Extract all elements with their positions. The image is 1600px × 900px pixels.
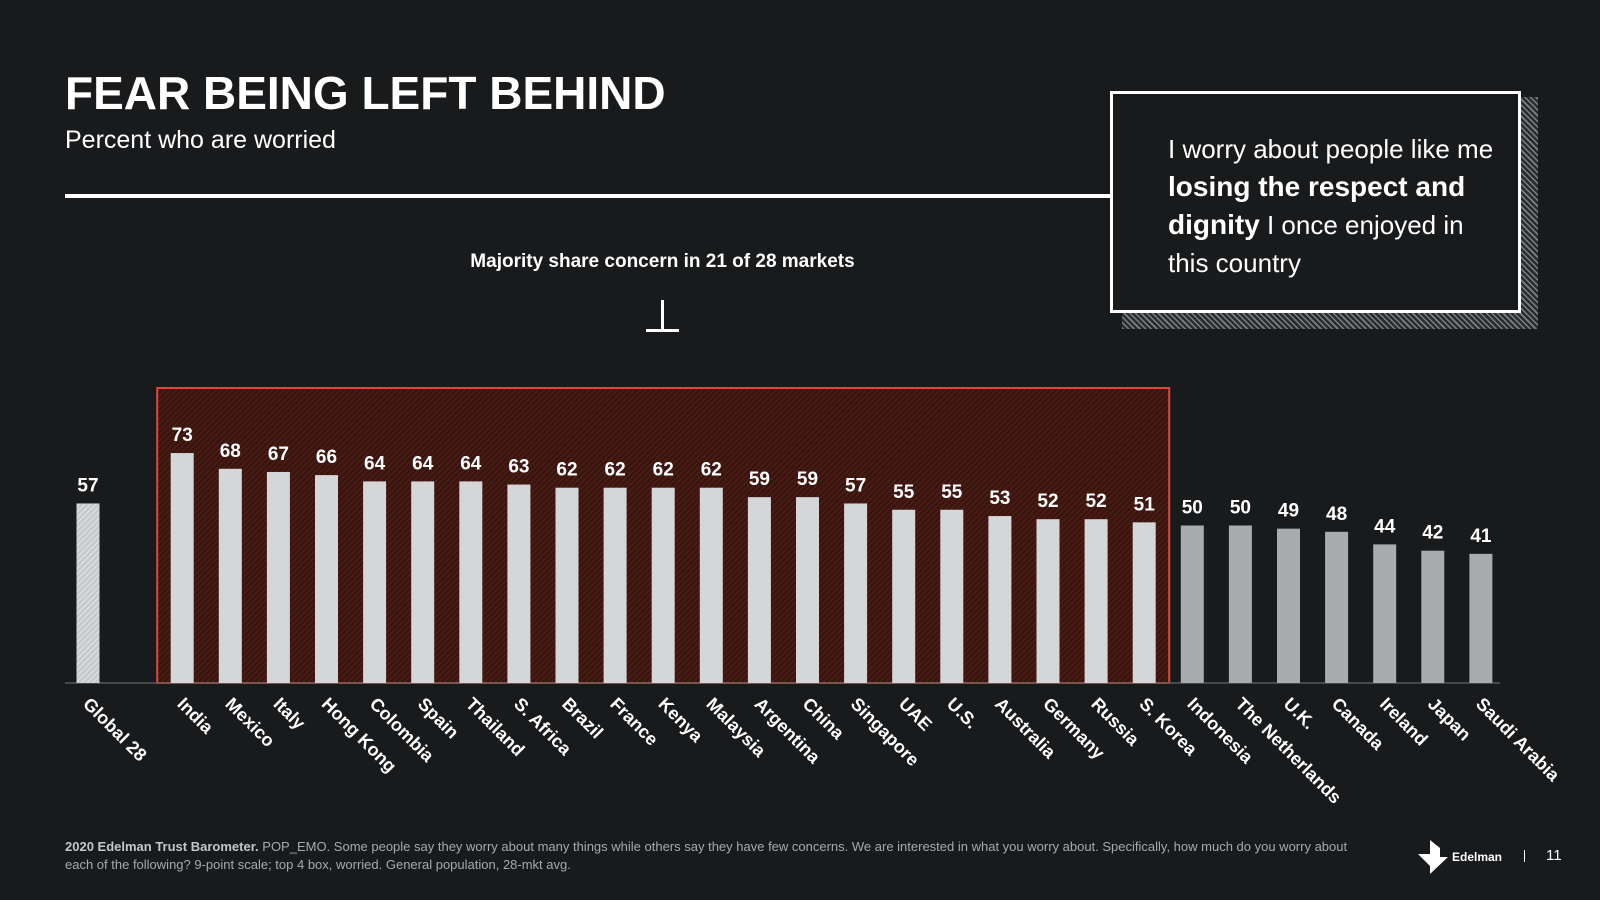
bar-ireland — [1373, 544, 1397, 683]
bar-spain — [411, 481, 435, 683]
data-label: 57 — [77, 475, 98, 496]
brand-name: Edelman — [1452, 850, 1503, 864]
data-label: 62 — [701, 460, 722, 481]
data-label: 48 — [1326, 504, 1347, 525]
bar-the-netherlands — [1228, 525, 1252, 683]
tick-label: India — [173, 694, 218, 739]
footnote-text: POP_EMO. Some people say they worry abou… — [65, 839, 1348, 872]
data-label: 52 — [1086, 491, 1107, 512]
bar-china — [796, 497, 819, 683]
bar-argentina — [747, 497, 771, 683]
tick-label: France — [606, 694, 662, 750]
tick-label: Saudi Arabia — [1472, 694, 1564, 786]
data-label: 51 — [1134, 494, 1156, 515]
bar-malaysia — [699, 487, 723, 683]
majority-annotation: Majority share concern in 21 of 28 marke… — [470, 251, 855, 272]
page-number-separator — [1524, 850, 1525, 862]
footnote-source: 2020 Edelman Trust Barometer. — [65, 839, 259, 854]
data-label: 62 — [605, 460, 626, 481]
quote-text-start: I worry about people like me — [1168, 134, 1494, 164]
bar-global-28 — [76, 503, 100, 683]
tick-label: UAE — [895, 694, 936, 735]
tick-label: Mexico — [221, 694, 278, 751]
data-label: 41 — [1470, 526, 1492, 547]
edelman-logo-mark-icon — [1418, 840, 1448, 874]
bar-s-africa — [507, 484, 531, 683]
bar-japan — [1421, 550, 1445, 683]
tick-label: Italy — [270, 694, 310, 734]
tick-label: U.K. — [1280, 694, 1320, 734]
quote-box: I worry about people like me losing the … — [1110, 91, 1521, 313]
quote-text-end: I once enjoyed in this country — [1168, 210, 1464, 278]
data-label: 53 — [989, 488, 1010, 509]
data-label: 66 — [316, 447, 337, 468]
data-label: 50 — [1230, 498, 1251, 519]
bar-u-s- — [940, 509, 964, 683]
bar-canada — [1325, 531, 1349, 683]
page-subtitle: Percent who are worried — [65, 126, 336, 154]
data-label: 64 — [364, 453, 386, 474]
data-label: 55 — [893, 482, 915, 503]
bar-germany — [1036, 519, 1060, 683]
data-label: 73 — [172, 425, 193, 446]
data-label: 44 — [1374, 516, 1396, 537]
data-label: 62 — [653, 460, 674, 481]
data-label: 57 — [845, 475, 866, 496]
bar-mexico — [218, 468, 242, 683]
data-label: 52 — [1037, 491, 1058, 512]
annotation-bracket-base — [646, 329, 679, 332]
annotation-bracket-stem — [661, 300, 664, 330]
bar-thailand — [459, 481, 483, 683]
page-number: 11 — [1546, 847, 1562, 864]
bar-france — [603, 487, 627, 683]
bar-s-korea — [1132, 522, 1156, 683]
bar-saudi-arabia — [1469, 553, 1493, 683]
data-label: 49 — [1278, 501, 1299, 522]
tick-label: Canada — [1328, 694, 1389, 755]
bar-italy — [266, 471, 290, 683]
bar-india — [170, 453, 194, 683]
title-divider — [65, 194, 1110, 198]
bar-kenya — [651, 487, 675, 683]
bar-australia — [988, 516, 1012, 683]
data-label: 59 — [797, 469, 818, 490]
data-label: 67 — [268, 444, 289, 465]
quote-text-bold: losing the respect and dignity — [1168, 171, 1466, 240]
bar-chart: 57 73 68 67 66 64 64 64 63 62 62 62 62 59 59 57 55 55 53 52… — [65, 387, 1564, 808]
bar-u-k- — [1277, 528, 1300, 683]
data-label: 50 — [1182, 498, 1203, 519]
data-label: 68 — [220, 441, 241, 462]
bar-indonesia — [1180, 525, 1204, 683]
data-label: 42 — [1422, 523, 1443, 544]
bar-colombia — [363, 481, 387, 683]
tick-label: Kenya — [654, 694, 707, 747]
footnote: 2020 Edelman Trust Barometer. POP_EMO. S… — [65, 838, 1365, 874]
page-title: FEAR BEING LEFT BEHIND — [65, 67, 666, 119]
edelman-logo: Edelman — [1418, 840, 1502, 874]
tick-label: Global 28 — [79, 694, 150, 765]
tick-label: U.S. — [943, 694, 982, 733]
bar-brazil — [555, 487, 579, 683]
data-label: 63 — [508, 457, 529, 478]
bar-hong-kong — [315, 475, 338, 683]
tick-label: Japan — [1424, 694, 1475, 745]
data-label: 55 — [941, 482, 963, 503]
data-label: 64 — [412, 453, 434, 474]
data-label: 62 — [556, 460, 577, 481]
bar-singapore — [844, 503, 868, 683]
data-label: 59 — [749, 469, 770, 490]
data-label: 64 — [460, 453, 482, 474]
bar-russia — [1084, 519, 1108, 683]
bar-uae — [892, 509, 916, 683]
